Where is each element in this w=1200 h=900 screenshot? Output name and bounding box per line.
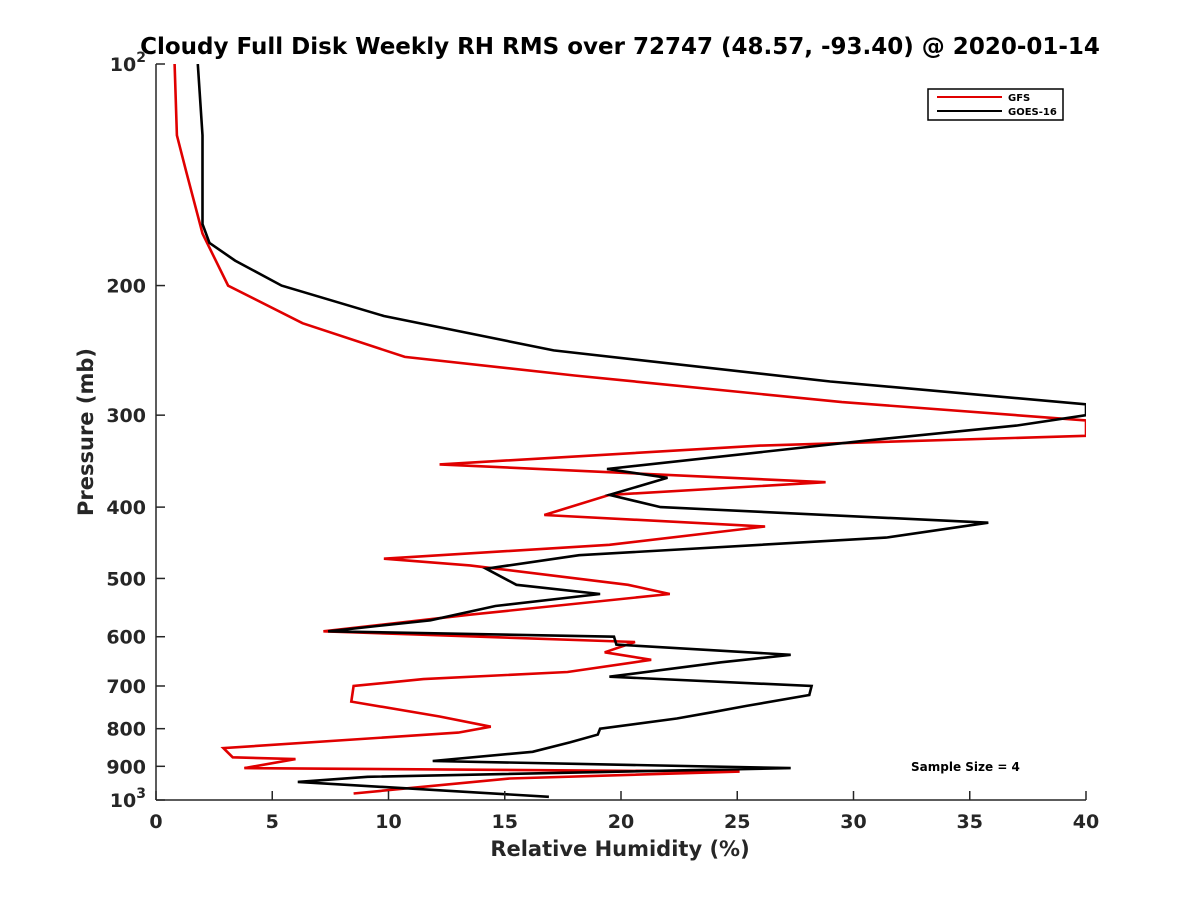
y-axis-label: Pressure (mb) <box>74 348 98 516</box>
x-tick-label-40: 40 <box>1073 811 1099 833</box>
series-line-gfs <box>173 64 1086 795</box>
legend-label-goes16: GOES-16 <box>1008 107 1057 118</box>
axes-layer: 0 5 10 15 20 25 30 35 40 200 300 400 500 600 700 800 900… <box>106 50 1099 833</box>
series-layer <box>173 64 1086 799</box>
legend-box <box>927 88 1064 121</box>
y-tick-label-300: 300 <box>106 405 146 427</box>
y-tick-label-200: 200 <box>106 276 146 298</box>
y-tick-label-800: 800 <box>106 719 146 741</box>
x-tick-label-30: 30 <box>840 811 866 833</box>
y-tick-label-900: 900 <box>106 756 146 778</box>
legend-label-gfs: GFS <box>1008 93 1030 104</box>
y-tick-label-400: 400 <box>106 497 146 519</box>
x-tick-label-15: 15 <box>492 811 518 833</box>
x-tick-label-20: 20 <box>608 811 634 833</box>
y-tick-label-700: 700 <box>106 676 146 698</box>
x-tick-label-35: 35 <box>957 811 983 833</box>
y-tick-exponent-top: 2 <box>136 50 146 66</box>
y-tick-label-500: 500 <box>106 568 146 590</box>
legend: GFS GOES-16 <box>927 88 1064 121</box>
y-tick-label-600: 600 <box>106 627 146 649</box>
x-tick-label-10: 10 <box>375 811 401 833</box>
series-line-goes16 <box>196 64 1086 799</box>
y-tick-exponent-bottom: 3 <box>136 786 146 802</box>
x-axis-label: Relative Humidity (%) <box>490 837 749 861</box>
x-tick-label-0: 0 <box>149 811 162 833</box>
x-tick-label-5: 5 <box>266 811 279 833</box>
y-tick-label-bottom: 103 <box>110 786 146 812</box>
chart-title: Cloudy Full Disk Weekly RH RMS over 7274… <box>140 34 1100 60</box>
x-tick-label-25: 25 <box>724 811 750 833</box>
sample-size-annotation: Sample Size = 4 <box>911 760 1020 774</box>
